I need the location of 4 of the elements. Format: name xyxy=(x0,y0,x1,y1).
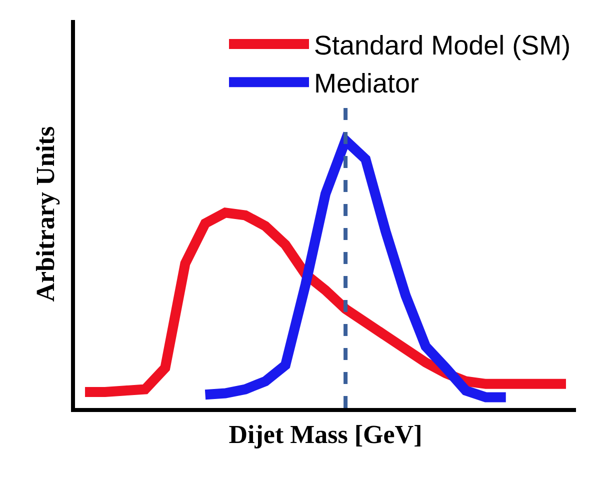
x-axis-title: Dijet Mass [GeV] xyxy=(228,420,422,450)
legend-label: Standard Model (SM) xyxy=(314,30,571,61)
y-axis-title: Arbitrary Units xyxy=(30,126,60,302)
legend-label: Mediator xyxy=(314,68,420,99)
